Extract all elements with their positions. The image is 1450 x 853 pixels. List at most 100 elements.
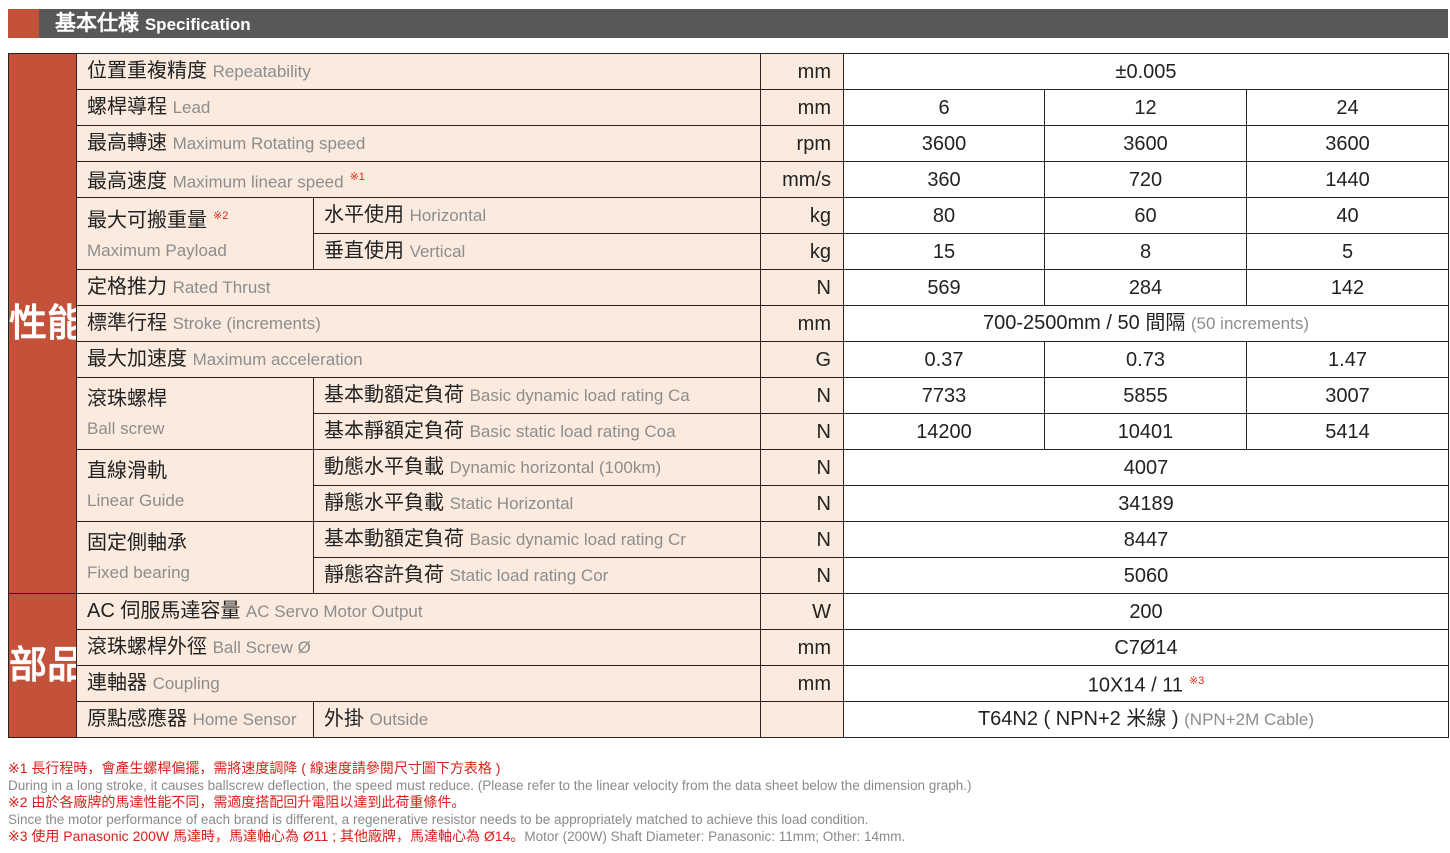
spec-row: 性能位置重複精度 Repeatability mm±0.005	[8, 53, 1450, 594]
spec-row: 最大可搬重量 ※2 Maximum Payload 水平使用 Horizontal kg…	[9, 197, 1450, 270]
value-cell: 5060	[842, 557, 1450, 594]
row-label-zh: 螺桿導程	[87, 96, 167, 118]
row-label-en: Coupling	[152, 674, 220, 693]
unit-cell: N	[760, 413, 844, 450]
sub-label-zh: 基本動額定負荷	[324, 384, 464, 406]
value-en: (NPN+2M Cable)	[1184, 710, 1315, 729]
value-cell: 0.37	[843, 341, 1045, 378]
sub-label-zh: 外掛	[324, 708, 364, 730]
value-cell: 7733	[843, 377, 1045, 414]
value-cell: 3600	[1245, 125, 1450, 162]
sub-label-en: Basic dynamic load rating Ca	[469, 386, 690, 405]
spec-row: 最高速度 Maximum linear speed ※1 mm/s 360 720 144…	[9, 161, 1450, 198]
footnote-en: Since the motor performance of each bran…	[8, 812, 869, 827]
parent-label-zh: 最大可搬重量	[87, 209, 207, 232]
parent-label-zh: 原點感應器	[87, 708, 187, 730]
value-cell: 8447	[842, 521, 1450, 558]
row-label-zh: 定格推力	[87, 276, 167, 298]
row-label-cell: 標準行程 Stroke (increments)	[76, 305, 761, 342]
row-label-cell: 定格推力 Rated Thrust	[76, 269, 761, 306]
value-cell: 4007	[842, 449, 1450, 486]
sub-label-cell: 外掛 Outside	[313, 701, 761, 738]
row-label-zh: 最高速度	[87, 170, 167, 193]
value-cell: 8	[1044, 233, 1247, 270]
spec-row: 靜態水平負載 Static Horizontal N 34189	[9, 485, 1450, 522]
unit-cell: N	[760, 521, 844, 558]
group-label-1: 部品	[8, 593, 77, 738]
unit-cell: mm	[760, 53, 844, 90]
spec-row: 原點感應器 Home Sensor 外掛 Outside T64N2 ( NPN+2…	[9, 701, 1450, 738]
value-cell: 360	[843, 161, 1045, 198]
parent-label-en: Linear Guide	[87, 490, 185, 510]
value-cell: 700-2500mm / 50 間隔 (50 increments)	[842, 305, 1450, 342]
value-cell: 3600	[843, 125, 1045, 162]
parent-label-zh: 直線滑軌	[87, 459, 167, 482]
unit-cell: N	[760, 269, 844, 306]
value-cell: ±0.005	[842, 53, 1450, 90]
parent-label-en: Fixed bearing	[87, 562, 191, 582]
unit-cell: mm	[760, 629, 844, 666]
row-label-cell: 連軸器 Coupling	[76, 665, 761, 702]
group-label-0: 性能	[8, 53, 77, 594]
row-label-en: Maximum Rotating speed	[172, 134, 366, 153]
row-label-cell: AC 伺服馬達容量 AC Servo Motor Output	[76, 593, 761, 630]
sub-label-en: Static load rating Cor	[449, 566, 609, 585]
parent-label-en: Home Sensor	[192, 710, 297, 729]
value-cell: 1.47	[1245, 341, 1450, 378]
row-label-zh: 滾珠螺桿外徑	[87, 636, 207, 658]
value-en: (50 increments)	[1190, 314, 1309, 333]
row-label-en: Lead	[172, 98, 211, 117]
value-cell: 0.73	[1044, 341, 1247, 378]
value-cell: 3600	[1044, 125, 1247, 162]
sub-label-cell: 靜態容許負荷 Static load rating Cor	[313, 557, 761, 594]
spec-row: 連軸器 Coupling mm 10X14 / 11 ※3	[9, 665, 1450, 702]
sub-label-en: Dynamic horizontal (100km)	[449, 458, 662, 477]
value-cell: 5414	[1245, 413, 1450, 450]
footnote-mark: ※1	[349, 170, 365, 183]
value-cell: 1440	[1245, 161, 1450, 198]
spec-row: 定格推力 Rated Thrust N 569 284 142	[9, 269, 1450, 306]
row-label-zh: 最大加速度	[87, 348, 187, 370]
section-title-en: Specification	[144, 15, 251, 34]
value-text: 8447	[1123, 528, 1169, 551]
sub-label-cell: 基本動額定負荷 Basic dynamic load rating Cr	[313, 521, 761, 558]
row-label-zh: 最高轉速	[87, 132, 167, 154]
value-cell: 34189	[842, 485, 1450, 522]
value-text: C7Ø14	[1114, 636, 1178, 659]
sub-label-en: Basic dynamic load rating Cr	[469, 530, 686, 549]
value-text: 200	[1129, 600, 1163, 623]
footnote-zh: ※3 使用 Panasonic 200W 馬達時，馬達軸心為 Ø11 ; 其他廠…	[8, 828, 525, 844]
footnote-en: During in a long stroke, it causes balls…	[8, 778, 972, 793]
value-text: T64N2 ( NPN+2 米線 )	[977, 708, 1179, 730]
value-text: 4007	[1123, 456, 1169, 479]
unit-cell: mm/s	[760, 161, 844, 198]
value-cell: 569	[843, 269, 1045, 306]
unit-cell: rpm	[760, 125, 844, 162]
row-label-zh: 位置重複精度	[87, 60, 207, 82]
section-title: 基本仕様 Specification	[55, 11, 251, 37]
parent-label-cell: 固定側軸承 Fixed bearing	[76, 521, 314, 594]
spec-row: 最大加速度 Maximum acceleration G 0.37 0.73 1.47	[9, 341, 1450, 378]
row-label-en: Repeatability	[212, 62, 311, 81]
value-text: 10X14 / 11	[1087, 674, 1183, 697]
value-cell: 60	[1044, 197, 1247, 234]
value-cell: 10X14 / 11 ※3	[842, 665, 1450, 702]
sub-label-en: Horizontal	[409, 206, 487, 225]
unit-cell: N	[760, 557, 844, 594]
sub-label-en: Outside	[369, 710, 429, 729]
row-label-zh: 標準行程	[87, 312, 167, 334]
row-label-cell: 螺桿導程 Lead	[76, 89, 761, 126]
row-label-en: Rated Thrust	[172, 278, 271, 297]
spec-row: 基本靜額定負荷 Basic static load rating Coa N 142…	[9, 413, 1450, 450]
unit-cell: N	[760, 377, 844, 414]
footnote-mark: ※2	[213, 210, 229, 223]
sub-label-cell: 垂直使用 Vertical	[313, 233, 761, 270]
unit-cell: W	[760, 593, 844, 630]
row-label-zh: AC 伺服馬達容量	[87, 600, 241, 622]
parent-label-cell: 直線滑軌 Linear Guide	[76, 449, 314, 522]
sub-label-cell: 基本動額定負荷 Basic dynamic load rating Ca	[313, 377, 761, 414]
header-accent-block	[8, 9, 39, 38]
row-label-cell: 最大加速度 Maximum acceleration	[76, 341, 761, 378]
